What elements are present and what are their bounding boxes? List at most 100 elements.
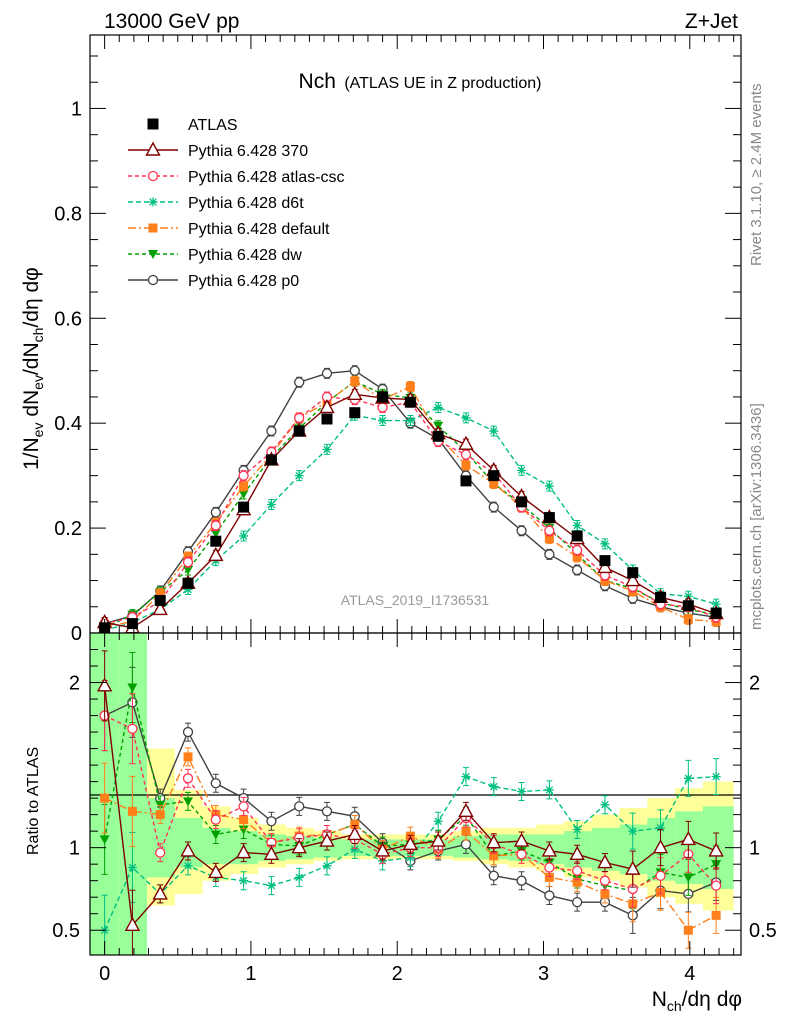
point-p0	[266, 425, 277, 437]
ratio-y-tick-label-right: 2	[749, 673, 760, 695]
ratio-point-p0	[516, 875, 527, 886]
point-atlas_csc	[572, 544, 583, 556]
ratio-point-d6t	[322, 861, 332, 871]
point-d6t	[183, 584, 193, 594]
point-atlas	[238, 501, 250, 513]
point-atlas	[682, 600, 694, 612]
ratio-point-p370	[708, 842, 724, 857]
legend-marker	[148, 223, 158, 233]
ratio-point-p370	[402, 835, 419, 851]
point-atlas	[126, 618, 138, 630]
legend-marker	[148, 197, 158, 207]
legend-item-dw: Pythia 6.428 dw	[128, 247, 302, 264]
y-tick-label: 0	[71, 623, 82, 645]
ratio-y-label: Ratio to ATLAS	[25, 747, 42, 855]
ratio-point-d6t	[572, 825, 582, 835]
point-d6t	[433, 402, 443, 412]
ratio-point-dw	[210, 830, 221, 840]
ratio-point-default	[100, 793, 110, 803]
point-atlas	[377, 391, 389, 403]
ratio-point-atlas_csc	[516, 849, 527, 860]
series-line-atlas_csc	[104, 396, 717, 625]
x-tick-label: 4	[684, 963, 695, 985]
ratio-panel: 0 1 2 3 4 0.5 0.5 1 1 2 2 Ratio to ATLAS	[25, 632, 777, 985]
ratio-point-p370	[180, 842, 196, 857]
point-d6t	[294, 471, 304, 481]
point-d6t	[461, 413, 471, 423]
point-atlas	[655, 591, 667, 603]
ratio-point-p370	[235, 844, 252, 859]
legend-label: Pythia 6.428 atlas-csc	[188, 169, 345, 186]
ratio-point-p0	[266, 816, 277, 827]
ratio-point-p0	[210, 778, 221, 789]
point-default	[683, 614, 693, 624]
ratio-y-tick-label-right: 0.5	[749, 920, 777, 942]
point-atlas	[432, 430, 444, 442]
point-default	[544, 534, 554, 544]
point-atlas	[543, 512, 555, 524]
point-d6t	[239, 531, 249, 541]
ratio-y-tick-label: 2	[69, 673, 80, 695]
point-atlas	[349, 407, 361, 419]
ratio-point-atlas_csc	[544, 862, 555, 873]
ratio-point-default	[711, 910, 721, 920]
legend-item-p370: Pythia 6.428 370	[128, 141, 308, 160]
point-p0	[544, 549, 555, 560]
point-p0	[294, 377, 305, 388]
ratio-point-d6t	[239, 876, 249, 886]
legend-label: Pythia 6.428 370	[188, 143, 308, 160]
legend-item-default: Pythia 6.428 default	[128, 221, 330, 238]
x-tick-label: 1	[245, 963, 256, 985]
point-p370	[208, 546, 224, 562]
ratio-point-p370	[347, 825, 363, 841]
ratio-point-dw	[183, 797, 194, 807]
ratio-point-p370	[124, 916, 141, 931]
ratio-point-p370	[152, 885, 168, 900]
point-atlas	[293, 425, 305, 437]
point-atlas_csc	[210, 520, 221, 531]
ratio-point-default	[489, 851, 499, 861]
plot-title-main: Nch	[299, 70, 336, 93]
point-p370	[597, 558, 613, 574]
ratio-point-default	[155, 810, 165, 820]
ratio-point-p370	[263, 845, 280, 860]
ratio-point-p370	[652, 839, 669, 854]
ratio-point-p370	[208, 863, 224, 879]
point-atlas_csc	[460, 449, 472, 460]
mcplots-label: mcplots.cern.ch [arXiv:1306.3436]	[748, 403, 765, 630]
ratio-point-d6t	[600, 800, 610, 810]
legend-item-d6t: Pythia 6.428 d6t	[128, 195, 304, 212]
ratio-point-atlas_csc	[238, 801, 249, 812]
point-p0	[572, 564, 583, 576]
ratio-point-p370	[625, 860, 641, 875]
ratio-point-p0	[294, 801, 305, 812]
legend-marker	[147, 170, 159, 182]
ratio-point-p370	[291, 839, 307, 854]
ratio-point-d6t	[266, 881, 276, 891]
y-tick-label: 0.8	[54, 203, 82, 225]
x-tick-label: 3	[538, 963, 549, 985]
legend-label: Pythia 6.428 d6t	[188, 195, 304, 212]
ratio-point-p370	[597, 854, 613, 869]
plot-title: Nch (ATLAS UE in Z production)	[299, 70, 542, 93]
point-atlas_csc	[182, 557, 194, 568]
ratio-point-d6t	[183, 861, 193, 871]
ratio-point-p0	[321, 806, 333, 817]
point-atlas	[265, 454, 277, 466]
point-p370	[347, 385, 363, 401]
legend-item-atlas_csc: Pythia 6.428 atlas-csc	[128, 169, 345, 186]
point-atlas_csc	[238, 470, 249, 481]
point-p370	[319, 398, 335, 414]
legend-label: Pythia 6.428 p0	[188, 273, 299, 290]
point-default	[350, 376, 360, 386]
legend-marker	[148, 250, 158, 259]
ratio-line-d6t	[103, 775, 717, 931]
point-p370	[152, 600, 168, 616]
header-left: 13000 GeV pp	[104, 10, 239, 33]
ratio-point-p370	[374, 842, 391, 857]
point-dw	[238, 489, 249, 499]
point-atlas	[210, 535, 222, 547]
ratio-point-d6t	[683, 773, 693, 783]
point-d6t	[517, 465, 527, 475]
